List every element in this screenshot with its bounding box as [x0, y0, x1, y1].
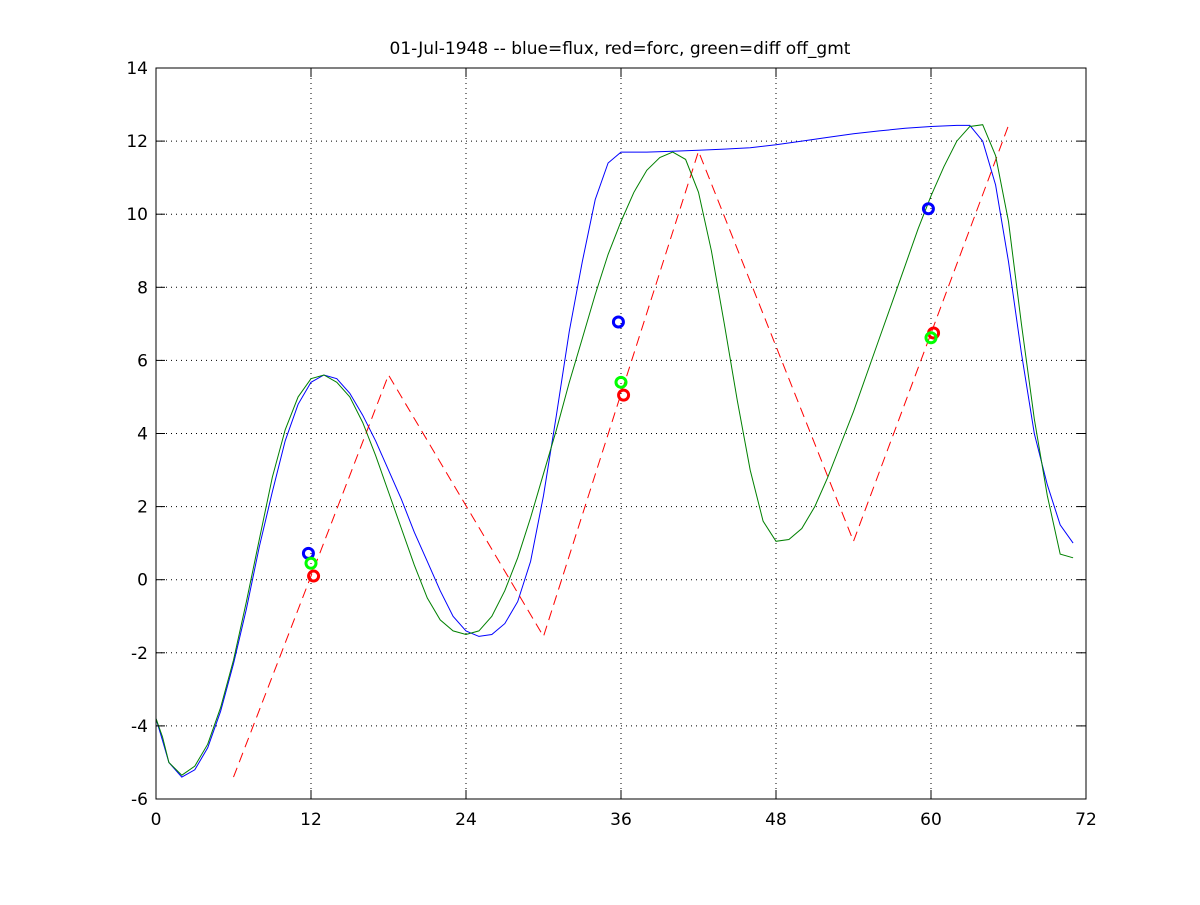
y-tick-label: 12 — [126, 132, 148, 152]
data-marker-5 — [617, 388, 631, 402]
series-line-0 — [155, 124, 1074, 778]
y-tick-label: 6 — [137, 351, 148, 371]
y-tick-label: 14 — [126, 59, 148, 79]
y-tick-label: 4 — [137, 425, 148, 445]
series-layer — [155, 124, 1074, 778]
series-line-1 — [233, 125, 1009, 778]
data-marker-4 — [614, 375, 628, 389]
x-tick-label: 0 — [151, 810, 162, 830]
data-marker-1 — [304, 556, 318, 570]
marker-layer — [301, 202, 941, 583]
data-marker-2 — [307, 569, 321, 583]
x-tick-label: 36 — [610, 810, 632, 830]
series-line-2 — [155, 124, 1074, 776]
y-tick-label: -4 — [131, 717, 148, 737]
x-tick-label: 72 — [1075, 810, 1097, 830]
data-marker-3 — [611, 315, 625, 329]
y-tick-label: -6 — [131, 790, 148, 810]
grid-layer — [156, 68, 1086, 799]
chart-title: 01-Jul-1948 -- blue=flux, red=forc, gree… — [390, 39, 851, 59]
y-tick-label: 0 — [137, 571, 148, 591]
y-tick-label: -2 — [131, 644, 148, 664]
x-tick-label: 48 — [765, 810, 787, 830]
data-marker-6 — [921, 202, 935, 216]
data-marker-8 — [924, 331, 938, 345]
x-tick-label: 12 — [300, 810, 322, 830]
y-tick-label: 10 — [126, 205, 148, 225]
x-tick-label: 24 — [455, 810, 477, 830]
y-tick-label: 2 — [137, 498, 148, 518]
y-tick-label: 8 — [137, 278, 148, 298]
x-tick-label: 60 — [920, 810, 942, 830]
